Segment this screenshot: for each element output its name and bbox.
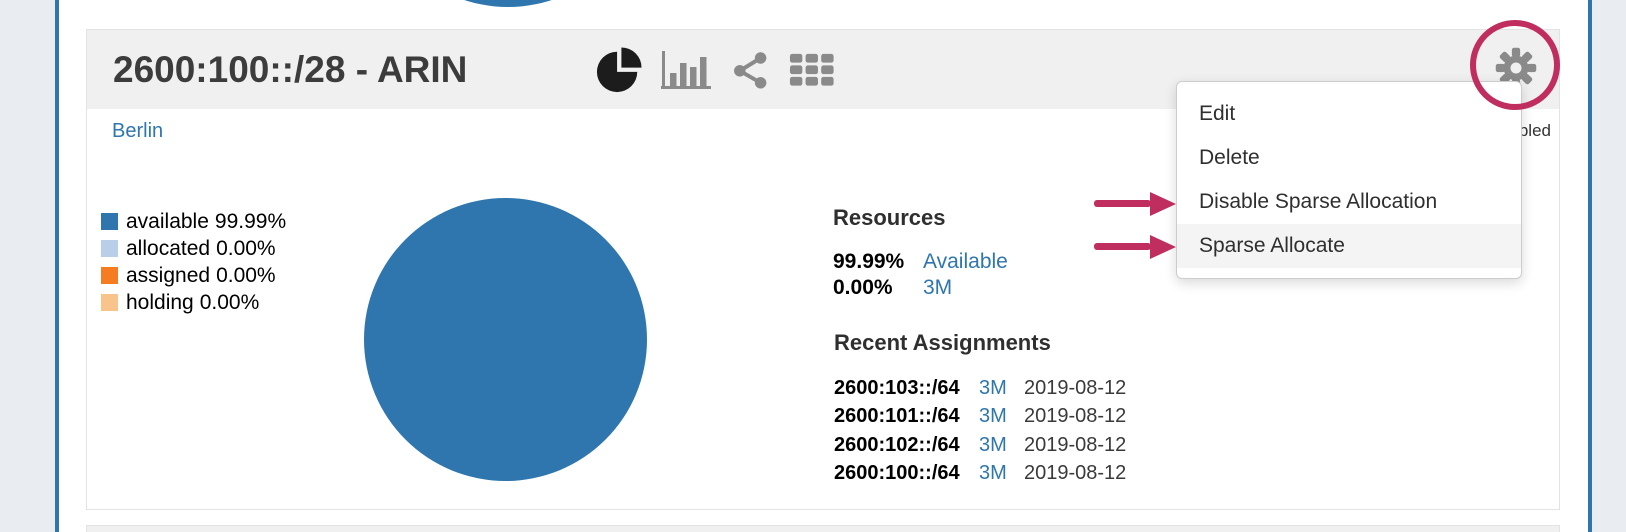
grid-icon[interactable] [789, 53, 835, 87]
legend-label: assigned [126, 263, 211, 287]
resources-heading: Resources [833, 205, 946, 230]
resources-rows: 99.99% Available 0.00% 3M [833, 249, 1008, 301]
resource-row: 99.99% Available [833, 249, 1008, 275]
assignment-row: 2600:100::/64 3M 2019-08-12 [834, 460, 1126, 489]
legend-item-holding: holding 0.00% [101, 289, 286, 316]
resource-row: 0.00% 3M [833, 275, 1008, 301]
resource-link[interactable]: 3M [923, 276, 953, 299]
subnet-title: 2600:100::/28 - ARIN [113, 49, 468, 90]
assignment-row: 2600:101::/64 3M 2019-08-12 [834, 403, 1126, 432]
share-icon[interactable] [730, 50, 772, 90]
location-link[interactable]: Berlin [112, 120, 164, 142]
assignment-date: 2019-08-12 [1024, 433, 1127, 456]
pie-chart-icon[interactable] [594, 46, 644, 94]
assignment-date: 2019-08-12 [1024, 376, 1127, 399]
card-header: 2600:100::/28 - ARIN [87, 30, 1559, 109]
resource-percent: 0.00% [833, 276, 893, 299]
legend-swatch-available [101, 213, 118, 230]
assignment-block: 2600:101::/64 [834, 405, 960, 428]
assignment-block: 2600:100::/64 [834, 462, 960, 485]
assignment-link[interactable]: 3M [979, 433, 1007, 456]
annotation-arrowhead-sparse-allocate [1150, 235, 1176, 259]
legend-value: 99.99% [214, 209, 287, 233]
annotation-arrow-disable-sparse [1094, 200, 1151, 207]
menu-item-sparse-allocate[interactable]: Sparse Allocate [1177, 224, 1521, 268]
assignment-link[interactable]: 3M [979, 405, 1007, 428]
assignment-block: 2600:102::/64 [834, 433, 960, 456]
legend-swatch-assigned [101, 267, 118, 284]
legend-swatch-allocated [101, 240, 118, 257]
annotation-circle-gear [1470, 20, 1560, 110]
resource-percent: 99.99% [833, 250, 905, 273]
legend-label: holding [126, 290, 194, 314]
pie-legend: available 99.99% allocated 0.00% assigne… [101, 208, 286, 316]
previous-card-pie-chart [368, 0, 648, 7]
legend-item-available: available 99.99% [101, 208, 286, 235]
annotation-arrow-sparse-allocate [1094, 243, 1151, 250]
legend-swatch-holding [101, 294, 118, 311]
legend-value: 0.00% [199, 290, 260, 314]
view-toggle-icons [594, 30, 835, 109]
legend-value: 0.00% [216, 263, 276, 287]
assignment-row: 2600:102::/64 3M 2019-08-12 [834, 431, 1126, 460]
utilization-pie-chart [364, 198, 647, 481]
resource-link[interactable]: Available [923, 250, 1008, 273]
legend-item-allocated: allocated 0.00% [101, 235, 286, 262]
legend-item-assigned: assigned 0.00% [101, 262, 286, 289]
menu-item-edit[interactable]: Edit [1199, 102, 1236, 125]
assignment-link[interactable]: 3M [979, 462, 1007, 485]
assignment-block: 2600:103::/64 [834, 376, 960, 399]
gear-dropdown-menu: Edit Delete Disable Sparse Allocation Sp… [1176, 81, 1522, 279]
assignment-date: 2019-08-12 [1024, 405, 1127, 428]
legend-value: 0.00% [216, 236, 276, 260]
annotation-arrowhead-disable-sparse [1150, 192, 1176, 216]
assignment-row: 2600:103::/64 3M 2019-08-12 [834, 374, 1126, 403]
assignment-date: 2019-08-12 [1024, 462, 1127, 485]
right-blue-border [1588, 0, 1592, 532]
menu-item-disable-sparse-allocation[interactable]: Disable Sparse Allocation [1199, 190, 1438, 213]
assignment-link[interactable]: 3M [979, 376, 1007, 399]
left-blue-border [55, 0, 59, 532]
bar-chart-icon[interactable] [661, 50, 713, 90]
recent-assignments-heading: Recent Assignments [834, 330, 1051, 355]
legend-label: allocated [126, 236, 211, 260]
next-card-header [86, 525, 1560, 532]
legend-label: available [126, 209, 209, 233]
recent-assignments-rows: 2600:103::/64 3M 2019-08-12 2600:101::/6… [834, 374, 1126, 488]
menu-item-delete[interactable]: Delete [1199, 146, 1260, 169]
